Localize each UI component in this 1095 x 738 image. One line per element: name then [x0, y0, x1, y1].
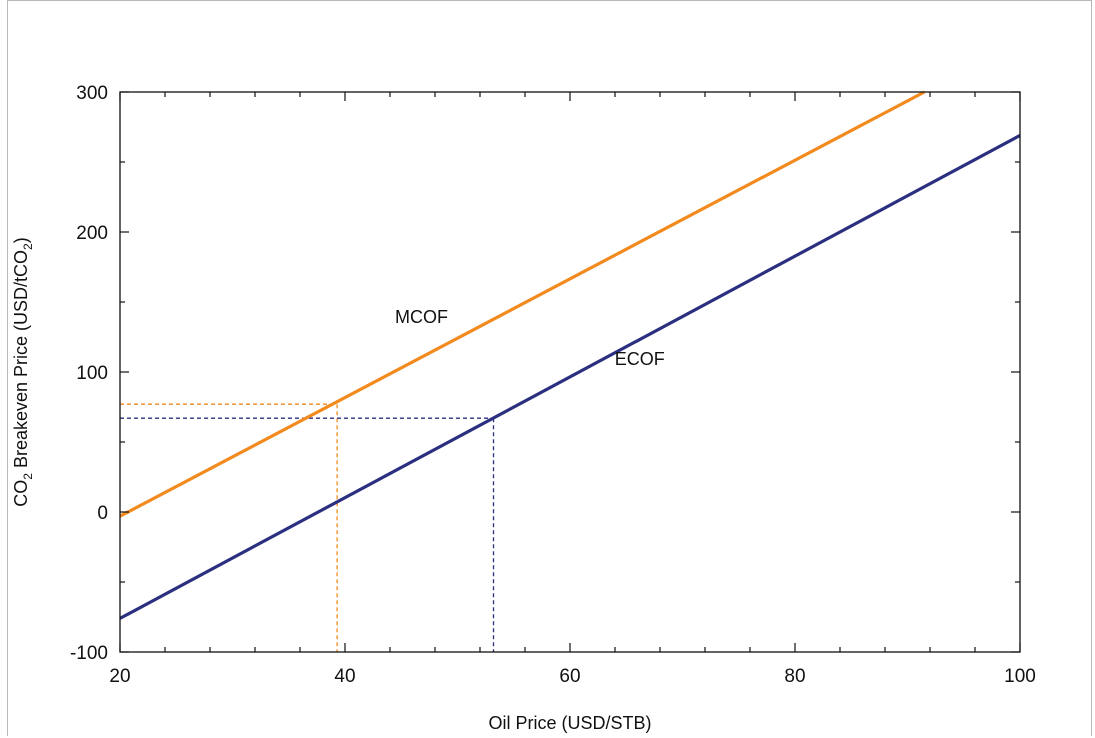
x-tick-label: 100: [1004, 666, 1036, 687]
y-axis-title: CO2 Breakeven Price (USD/tCO2): [11, 237, 35, 506]
y-tick-label: 300: [76, 83, 108, 104]
series-lines: [119, 90, 1021, 620]
series-labels: MCOF ECOF: [395, 307, 665, 369]
plot-area: [119, 91, 1021, 653]
series-label-mcof: MCOF: [395, 307, 448, 327]
y-axis-title-part: CO: [11, 480, 31, 507]
x-tick-label: 80: [784, 666, 805, 687]
y-tick-label: -100: [70, 643, 108, 664]
series-label-ecof: ECOF: [615, 349, 665, 369]
x-axis-ticks: 20 40 60 80 100: [109, 92, 1036, 687]
y-tick-label: 100: [76, 363, 108, 384]
y-axis-title-part: ): [11, 237, 31, 243]
y-tick-label: 0: [97, 503, 108, 524]
y-tick-label: 200: [76, 223, 108, 244]
y-axis-ticks: -100 0 100 200 300: [70, 83, 1020, 664]
series-line-ecof: [119, 133, 1021, 620]
x-tick-label: 40: [334, 666, 355, 687]
y-axis-title-part: Breakeven Price (USD/tCO: [11, 250, 31, 473]
x-tick-label: 60: [559, 666, 580, 687]
reference-lines: [120, 403, 495, 652]
x-tick-label: 20: [109, 666, 130, 687]
x-axis-title: Oil Price (USD/STB): [488, 713, 651, 733]
y-axis-title-subscript: 2: [21, 243, 35, 250]
y-axis-title-subscript: 2: [21, 473, 35, 480]
series-line-mcof: [119, 90, 926, 518]
chart-frame: [7, 0, 1092, 736]
